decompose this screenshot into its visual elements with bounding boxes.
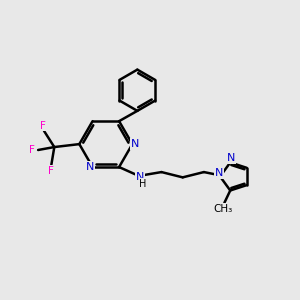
Text: N: N bbox=[214, 168, 223, 178]
Text: F: F bbox=[48, 166, 54, 176]
Text: F: F bbox=[29, 145, 35, 155]
Text: N: N bbox=[130, 139, 139, 149]
Text: F: F bbox=[40, 121, 46, 130]
Text: N: N bbox=[227, 153, 235, 163]
Text: CH₃: CH₃ bbox=[213, 204, 232, 214]
Text: H: H bbox=[139, 179, 147, 189]
Text: N: N bbox=[86, 162, 94, 172]
Text: N: N bbox=[136, 172, 145, 182]
